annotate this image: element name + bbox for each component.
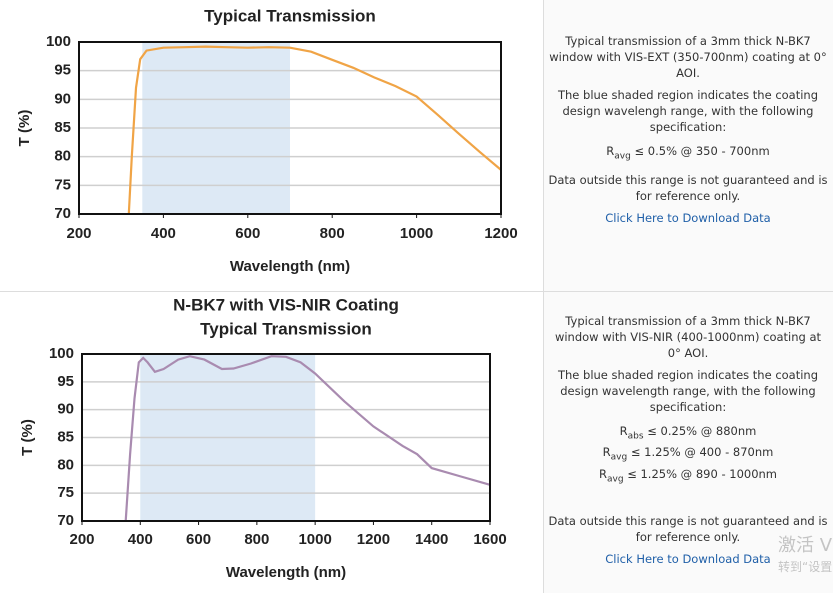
x-tick-label: 800: [320, 225, 345, 242]
spec-text: ≤ 1.25% @ 400 - 870nm: [630, 445, 774, 460]
y-tick-label: 90: [57, 401, 74, 418]
download-link[interactable]: Click Here to Download Data: [605, 211, 771, 226]
y-tick-label: 70: [54, 205, 71, 222]
x-tick-label: 1200: [357, 531, 390, 548]
spec-subscript: avg: [606, 473, 624, 484]
x-axis-label: Wavelength (nm): [226, 564, 346, 581]
spec-text: ≤ 1.25% @ 890 - 1000nm: [627, 466, 778, 481]
plot-frame: [78, 41, 502, 215]
x-tick-label: 600: [186, 531, 211, 548]
y-tick-label: 100: [49, 345, 74, 362]
x-tick-label: 800: [244, 531, 269, 548]
x-tick-label: 400: [151, 225, 176, 242]
paragraph: Typical transmission of a 3mm thick N-BK…: [554, 314, 822, 360]
x-tick-label: 200: [69, 531, 94, 548]
x-tick-label: 1000: [298, 531, 331, 548]
y-tick-label: 80: [54, 148, 71, 165]
spec-text: ≤ 0.5% @ 350 - 700nm: [634, 144, 770, 158]
download-link[interactable]: Click Here to Download Data: [605, 551, 771, 566]
spec-list: Ravg ≤ 0.5% @ 350 - 700nm: [548, 143, 828, 164]
paragraph: Typical transmission of a 3mm thick N-BK…: [549, 34, 827, 80]
y-tick-label: 95: [54, 62, 71, 79]
y-tick-label: 85: [54, 119, 71, 136]
watermark: 激活 V: [778, 535, 833, 556]
y-tick-label: 75: [57, 484, 74, 501]
spec-list: Rabs ≤ 0.25% @ 880nm Ravg ≤ 1.25% @ 400 -…: [548, 423, 828, 487]
chart-title: Typical Transmission: [204, 6, 376, 25]
y-axis-label: T (%): [19, 419, 36, 456]
spec-symbol: R: [606, 144, 615, 158]
spec-symbol: R: [619, 424, 628, 438]
x-tick-label: 1400: [415, 531, 448, 548]
row-divider: [0, 291, 833, 292]
x-tick-label: 1000: [400, 225, 433, 242]
paragraph: The blue shaded region indicates the coa…: [557, 368, 819, 414]
chart-subtitle: Typical Transmission: [200, 319, 372, 338]
spec-subscript: avg: [614, 151, 631, 162]
plot-frame: [81, 353, 491, 522]
spec-text: ≤ 0.25% @ 880nm: [647, 424, 757, 438]
x-tick-label: 1200: [484, 225, 517, 242]
data-line: [124, 355, 491, 522]
x-tick-label: 1600: [473, 531, 506, 548]
spec-symbol: R: [602, 445, 611, 460]
note: Data outside this range is not guarantee…: [548, 173, 828, 204]
spec: Rabs ≤ 0.25% @ 880nm: [548, 423, 828, 444]
chart-title: N-BK7 with VIS-NIR Coating: [173, 295, 399, 314]
spec-subscript: abs: [627, 431, 644, 442]
y-axis-label: T (%): [16, 110, 33, 147]
y-tick-label: 75: [54, 176, 71, 193]
spec: Ravg ≤ 1.25% @ 890 - 1000nm: [548, 466, 828, 487]
description: Typical transmission of a 3mm thick N-BK…: [548, 33, 828, 226]
x-tick-label: 600: [235, 225, 260, 242]
data-line: [127, 45, 502, 215]
spec: Ravg ≤ 1.25% @ 400 - 870nm: [548, 444, 828, 465]
x-axis-label: Wavelength (nm): [230, 258, 350, 275]
y-tick-label: 80: [57, 456, 74, 473]
x-tick-label: 200: [66, 225, 91, 242]
y-tick-label: 95: [57, 373, 74, 390]
y-tick-label: 70: [57, 512, 74, 529]
paragraph: The blue shaded region indicates the coa…: [557, 88, 819, 134]
charts: Typical Transmission 70 75 80 85 90 95 100 200 40…: [16, 6, 518, 581]
spec-symbol: R: [598, 466, 607, 481]
y-tick-label: 100: [46, 33, 71, 50]
info-column: [543, 0, 833, 593]
y-tick-label: 90: [54, 90, 71, 107]
x-tick-label: 400: [128, 531, 153, 548]
watermark: 转到“设置: [778, 560, 833, 574]
description: Typical transmission of a 3mm thick N-BK…: [548, 313, 828, 567]
note: Data outside this range is not guarantee…: [548, 513, 828, 544]
y-tick-label: 85: [57, 428, 74, 445]
spec-subscript: avg: [610, 452, 628, 463]
spec: Ravg ≤ 0.5% @ 350 - 700nm: [548, 143, 828, 164]
